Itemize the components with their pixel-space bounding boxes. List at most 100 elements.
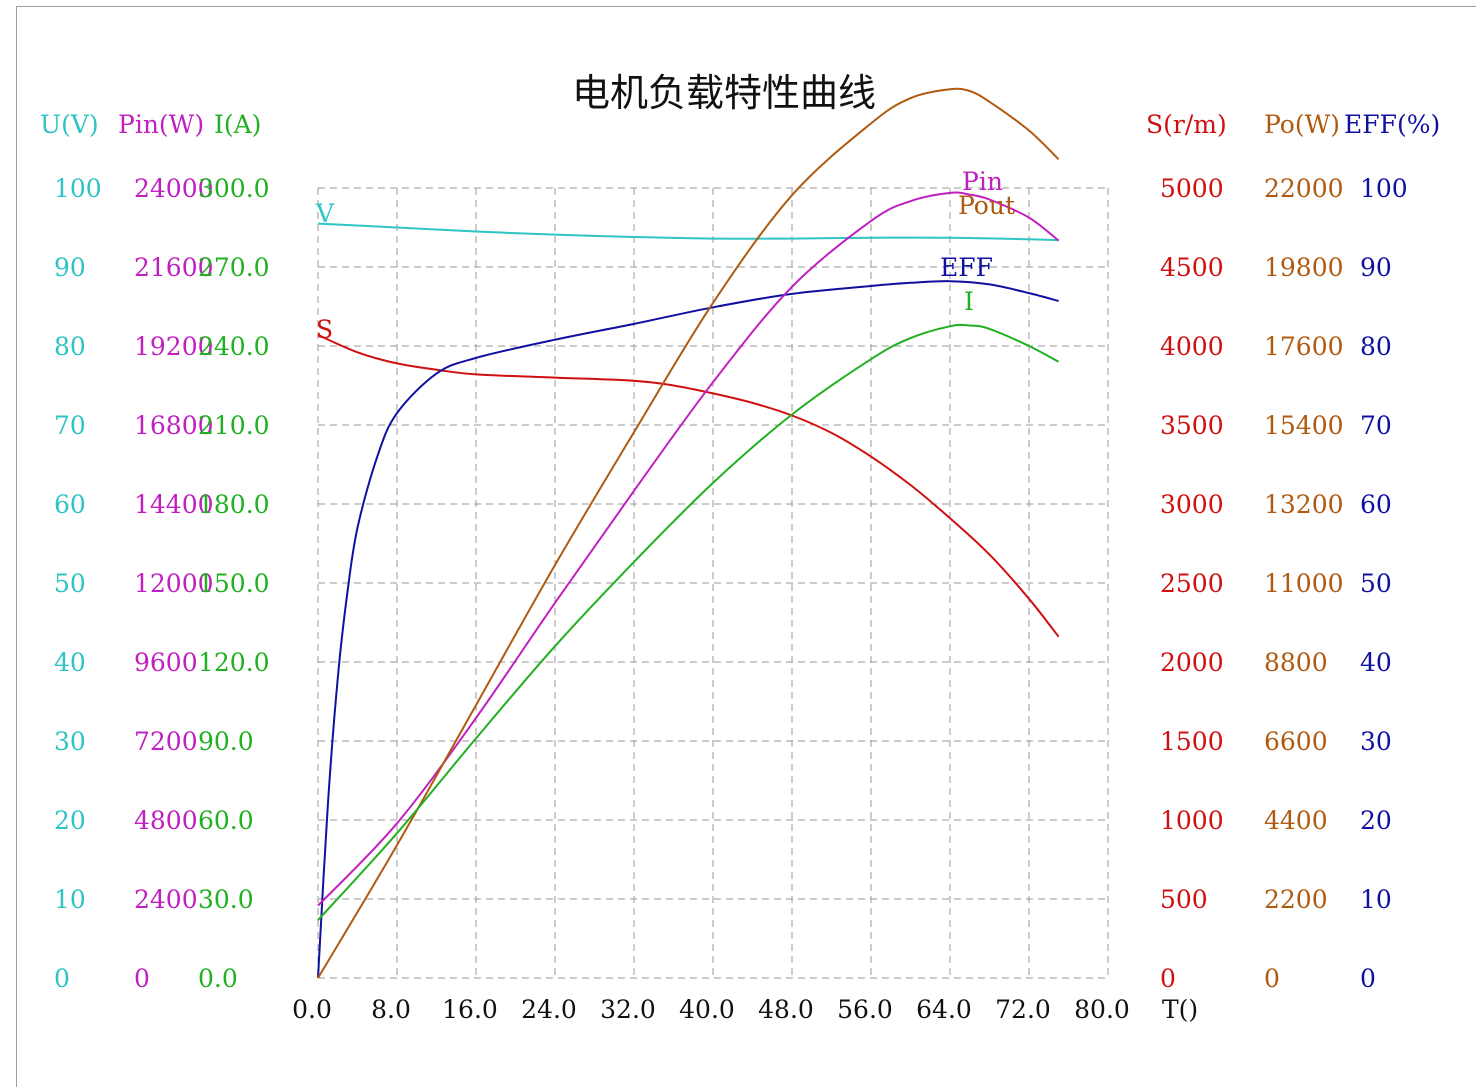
axis-labels: U(V)0102030405060708090100Pin(W)02400480… xyxy=(40,110,1440,993)
y-tick-label: 7200 xyxy=(134,727,198,756)
y-tick-label: 14400 xyxy=(134,490,214,519)
series-label-i: I xyxy=(964,287,974,316)
y-tick-label: 90.0 xyxy=(198,727,254,756)
y-tick-label: 40 xyxy=(1360,648,1392,677)
y-tick-label: 90 xyxy=(1360,253,1392,282)
y-tick-label: 6600 xyxy=(1264,727,1328,756)
chart-title: 电机负载特性曲线 xyxy=(572,71,876,115)
y-tick-label: 60 xyxy=(54,490,86,519)
x-tick-label: 56.0 xyxy=(837,995,893,1024)
y-tick-label: 150.0 xyxy=(198,569,270,598)
y-tick-label: 5000 xyxy=(1160,174,1224,203)
y-tick-label: 1000 xyxy=(1160,806,1224,835)
y-tick-label: 16800 xyxy=(134,411,214,440)
axis-title-pow: Po(W) xyxy=(1264,110,1340,139)
y-tick-label: 100 xyxy=(1360,174,1408,203)
y-tick-label: 70 xyxy=(1360,411,1392,440)
y-tick-label: 20 xyxy=(1360,806,1392,835)
y-tick-label: 2000 xyxy=(1160,648,1224,677)
y-tick-label: 4400 xyxy=(1264,806,1328,835)
y-tick-label: 500 xyxy=(1160,885,1208,914)
axis-title-uv: U(V) xyxy=(40,110,99,139)
axis-title-ia: I(A) xyxy=(214,110,261,139)
y-tick-label: 0 xyxy=(1264,964,1280,993)
series-line-pout xyxy=(317,87,1060,979)
y-tick-label: 0 xyxy=(134,964,150,993)
y-tick-label: 20 xyxy=(54,806,86,835)
series-line-v xyxy=(317,222,1059,242)
y-tick-label: 90 xyxy=(54,253,86,282)
y-tick-label: 0 xyxy=(1360,964,1376,993)
x-tick-label: 32.0 xyxy=(600,995,656,1024)
series-label-eff: EFF xyxy=(940,253,993,282)
y-tick-label: 30 xyxy=(54,727,86,756)
y-tick-label: 30 xyxy=(1360,727,1392,756)
y-tick-label: 8800 xyxy=(1264,648,1328,677)
y-tick-label: 0 xyxy=(54,964,70,993)
series-label-v: V xyxy=(315,199,335,228)
y-tick-label: 4000 xyxy=(1160,332,1224,361)
y-tick-label: 2500 xyxy=(1160,569,1224,598)
y-tick-label: 13200 xyxy=(1264,490,1344,519)
y-tick-label: 80 xyxy=(1360,332,1392,361)
y-tick-label: 24000 xyxy=(134,174,214,203)
x-tick-label: 8.0 xyxy=(371,995,411,1024)
y-tick-label: 11000 xyxy=(1264,569,1344,598)
y-tick-label: 50 xyxy=(54,569,86,598)
y-tick-label: 21600 xyxy=(134,253,214,282)
series-line-i xyxy=(317,323,1060,921)
y-tick-label: 22000 xyxy=(1264,174,1344,203)
x-axis: 0.0 8.0 16.0 24.0 32.0 40.0 48.0 56.0 64.0 72.0 80… xyxy=(292,995,1198,1024)
x-tick-label: 72.0 xyxy=(995,995,1051,1024)
x-tick-label: 40.0 xyxy=(679,995,735,1024)
y-tick-label: 10 xyxy=(54,885,86,914)
y-tick-label: 30.0 xyxy=(198,885,254,914)
y-tick-label: 100 xyxy=(54,174,102,203)
y-tick-label: 40 xyxy=(54,648,86,677)
y-tick-label: 180.0 xyxy=(198,490,270,519)
y-tick-label: 10 xyxy=(1360,885,1392,914)
y-tick-label: 15400 xyxy=(1264,411,1344,440)
y-tick-label: 2200 xyxy=(1264,885,1328,914)
y-tick-label: 3000 xyxy=(1160,490,1224,519)
y-tick-label: 4800 xyxy=(134,806,198,835)
series-line-s xyxy=(317,333,1060,638)
x-tick-label: 0.0 xyxy=(292,995,332,1024)
y-tick-label: 19200 xyxy=(134,332,214,361)
y-tick-label: 9600 xyxy=(134,648,198,677)
axis-title-eff: EFF(%) xyxy=(1344,110,1440,139)
y-tick-label: 0.0 xyxy=(198,964,238,993)
x-tick-label: 16.0 xyxy=(442,995,498,1024)
axis-title-pinw: Pin(W) xyxy=(118,110,204,139)
y-tick-label: 0 xyxy=(1160,964,1176,993)
axis-title-srm: S(r/m) xyxy=(1146,110,1227,139)
y-tick-label: 50 xyxy=(1360,569,1392,598)
y-tick-label: 3500 xyxy=(1160,411,1224,440)
x-axis-title: T() xyxy=(1162,995,1198,1024)
y-tick-label: 17600 xyxy=(1264,332,1344,361)
y-tick-label: 4500 xyxy=(1160,253,1224,282)
y-tick-label: 60.0 xyxy=(198,806,254,835)
y-tick-label: 210.0 xyxy=(198,411,270,440)
chart-frame xyxy=(16,6,1476,1087)
x-tick-label: 64.0 xyxy=(916,995,972,1024)
y-tick-label: 60 xyxy=(1360,490,1392,519)
y-tick-label: 300.0 xyxy=(198,174,270,203)
series-label-pout: Pout xyxy=(958,191,1015,220)
y-tick-label: 240.0 xyxy=(198,332,270,361)
y-tick-label: 80 xyxy=(54,332,86,361)
y-tick-label: 12000 xyxy=(134,569,214,598)
series-label-s: S xyxy=(316,315,333,344)
series-line-eff xyxy=(317,280,1059,979)
y-tick-label: 120.0 xyxy=(198,648,270,677)
x-tick-label: 80.0 xyxy=(1074,995,1130,1024)
series-line-pin xyxy=(317,191,1060,907)
y-tick-label: 19800 xyxy=(1264,253,1344,282)
x-tick-label: 48.0 xyxy=(758,995,814,1024)
y-tick-label: 2400 xyxy=(134,885,198,914)
x-tick-label: 24.0 xyxy=(521,995,577,1024)
series-label-pin: Pin xyxy=(962,167,1003,196)
y-tick-label: 1500 xyxy=(1160,727,1224,756)
